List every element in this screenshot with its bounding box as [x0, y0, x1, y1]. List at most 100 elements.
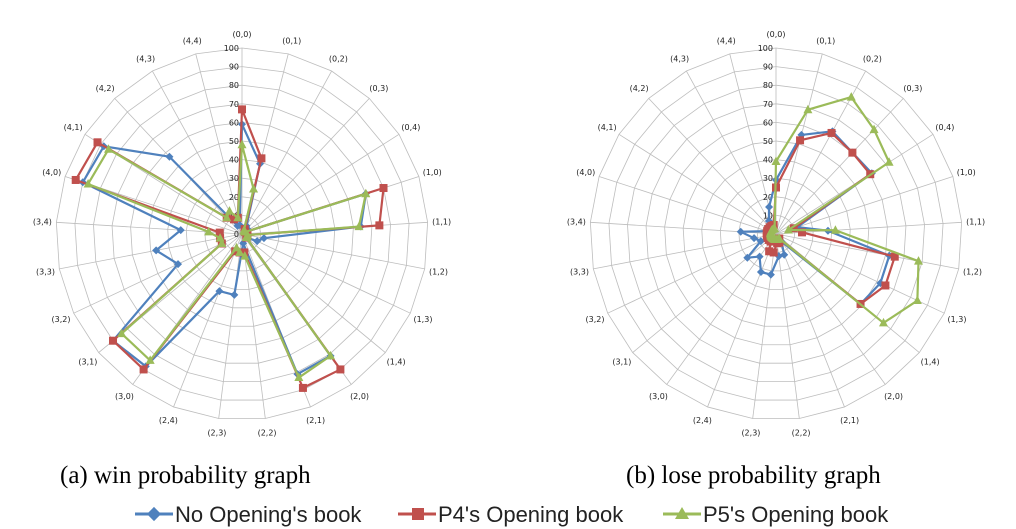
- category-label-0-0: (0,0): [233, 30, 252, 39]
- data-point-p4-s-opening-book: [109, 336, 118, 345]
- data-point-no-opening-s-book: [774, 252, 783, 261]
- category-label-0-2: (0,2): [329, 55, 348, 64]
- data-point-p5-s-opening-book: [884, 157, 894, 166]
- category-label-4-4: (4,4): [717, 36, 736, 45]
- data-point-p5-s-opening-book: [224, 206, 234, 215]
- data-point-no-opening-s-book: [750, 234, 759, 243]
- data-point-p4-s-opening-book: [139, 365, 148, 374]
- grid-spoke: [593, 233, 777, 270]
- data-point-p4-s-opening-book: [773, 239, 782, 248]
- data-point-no-opening-s-book: [152, 246, 161, 255]
- legend: No Opening's book P4's Opening book P5's…: [135, 502, 889, 527]
- category-label-2-4: (2,4): [159, 416, 178, 425]
- legend-label-p5: P5's Opening book: [703, 502, 889, 527]
- data-point-p5-s-opening-book: [846, 92, 856, 101]
- data-point-p5-s-opening-book: [830, 225, 840, 234]
- data-point-p5-s-opening-book: [803, 104, 813, 114]
- data-point-no-opening-s-book: [165, 152, 174, 161]
- category-label-1-4: (1,4): [387, 357, 406, 366]
- category-label-4-3: (4,3): [670, 55, 689, 64]
- category-label-3-1: (3,1): [612, 357, 631, 366]
- category-label-3-4: (3,4): [33, 217, 52, 226]
- category-label-0-1: (0,1): [282, 36, 301, 45]
- legend-item-no-opening: No Opening's book: [135, 502, 362, 527]
- grid-spoke: [241, 233, 386, 353]
- data-point-p5-s-opening-book: [326, 350, 336, 360]
- category-label-2-0: (2,0): [350, 392, 369, 401]
- data-point-no-opening-s-book: [756, 268, 765, 277]
- data-point-p4-s-opening-book: [890, 252, 899, 261]
- category-label-1-3: (1,3): [947, 315, 966, 324]
- category-label-4-4: (4,4): [183, 36, 202, 45]
- tick-label: 50: [229, 137, 239, 146]
- data-point-p4-s-opening-book: [827, 128, 836, 137]
- data-point-no-opening-s-book: [259, 234, 268, 243]
- data-point-p5-s-opening-book: [233, 212, 243, 222]
- legend-label-no-opening: No Opening's book: [175, 502, 362, 527]
- category-label-3-3: (3,3): [36, 267, 55, 276]
- grid-spoke: [752, 233, 777, 419]
- data-point-p5-s-opening-book: [204, 226, 214, 236]
- data-point-p5-s-opening-book: [878, 317, 888, 327]
- data-point-no-opening-s-book: [215, 287, 224, 296]
- category-label-4-0: (4,0): [42, 168, 61, 177]
- series-line-p5-s-opening-book: [87, 143, 367, 379]
- grid-spoke: [173, 233, 243, 408]
- category-label-2-2: (2,2): [792, 428, 811, 437]
- grid-spoke: [648, 98, 777, 235]
- legend-item-p4: P4's Opening book: [398, 502, 624, 527]
- series-p5-s-opening-book: [765, 92, 924, 327]
- data-point-p4-s-opening-book: [765, 247, 774, 256]
- category-label-0-3: (0,3): [903, 84, 922, 93]
- data-point-p5-s-opening-book: [83, 178, 93, 188]
- grid-spoke: [241, 98, 370, 235]
- data-point-p5-s-opening-book: [104, 144, 114, 153]
- data-point-p4-s-opening-book: [848, 148, 857, 157]
- series-line-p5-s-opening-book: [769, 95, 920, 325]
- tick-label: 80: [229, 81, 239, 90]
- category-label-4-0: (4,0): [576, 168, 595, 177]
- grid-spoke: [241, 233, 425, 270]
- grid-ring: [645, 103, 907, 364]
- data-point-p5-s-opening-book: [237, 139, 247, 149]
- grid-ring: [55, 47, 429, 419]
- legend-item-p5: P5's Opening book: [663, 502, 889, 527]
- data-point-no-opening-s-book: [756, 237, 765, 246]
- category-label-1-1: (1,1): [966, 217, 985, 226]
- grid-spoke: [218, 233, 243, 419]
- tick-label: 70: [763, 100, 773, 109]
- grid-spoke: [152, 70, 243, 235]
- data-point-p5-s-opening-book: [770, 223, 780, 233]
- category-label-2-1: (2,1): [306, 416, 325, 425]
- data-point-p4-s-opening-book: [298, 383, 307, 392]
- data-point-p5-s-opening-book: [241, 232, 251, 242]
- grid-spoke: [241, 70, 332, 235]
- grid-ring: [167, 159, 317, 309]
- tick-label: 50: [763, 137, 773, 146]
- tick-label: 60: [763, 118, 773, 127]
- category-label-2-4: (2,4): [693, 416, 712, 425]
- data-point-p5-s-opening-book: [145, 355, 155, 364]
- tick-label: 100: [758, 44, 773, 53]
- data-point-p4-s-opening-book: [379, 184, 388, 193]
- category-label-0-3: (0,3): [369, 84, 388, 93]
- category-label-1-2: (1,2): [429, 267, 448, 276]
- grid-ring: [111, 103, 373, 364]
- data-point-p5-s-opening-book: [215, 233, 225, 242]
- category-label-1-2: (1,2): [963, 267, 982, 276]
- grid-spoke: [607, 233, 777, 314]
- tick-label: 60: [229, 118, 239, 127]
- grid-spoke: [775, 221, 962, 235]
- data-point-p4-s-opening-book: [796, 136, 805, 145]
- data-point-no-opening-s-book: [766, 270, 775, 279]
- data-point-no-opening-s-book: [174, 260, 183, 269]
- category-label-2-2: (2,2): [258, 428, 277, 437]
- category-label-3-0: (3,0): [649, 392, 668, 401]
- tick-label: 80: [763, 81, 773, 90]
- category-label-4-2: (4,2): [630, 84, 649, 93]
- grid-spoke: [241, 133, 400, 235]
- data-point-p4-s-opening-book: [375, 221, 384, 230]
- tick-label: 70: [229, 100, 239, 109]
- data-point-p5-s-opening-book: [771, 156, 781, 165]
- category-label-0-4: (0,4): [935, 123, 954, 132]
